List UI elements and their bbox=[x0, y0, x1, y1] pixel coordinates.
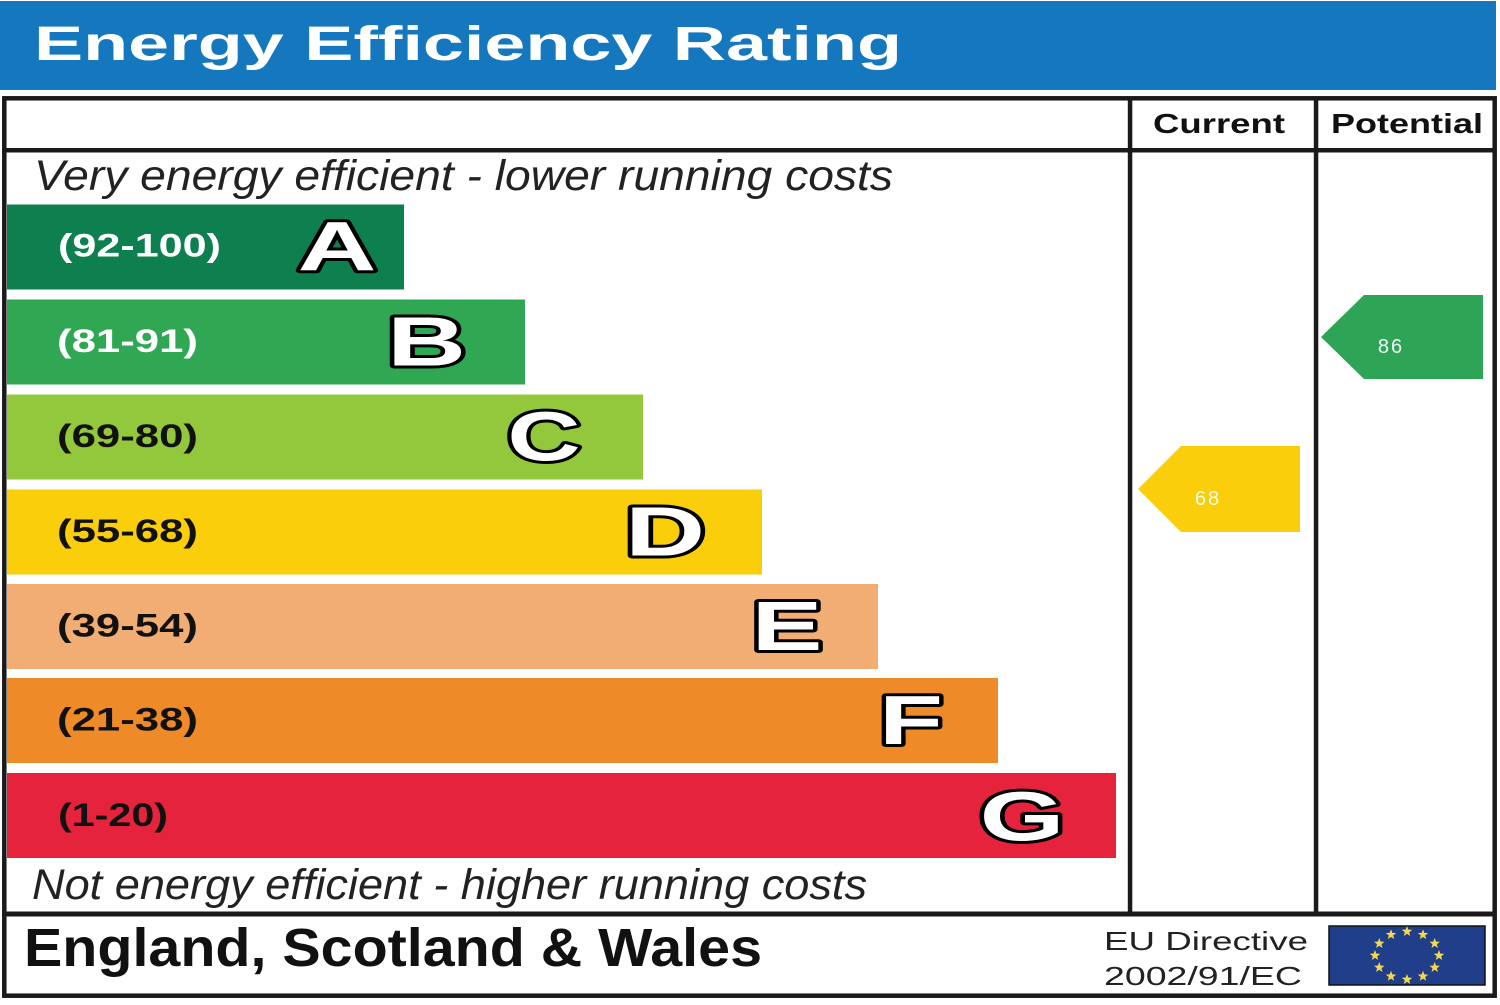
svg-text:D: D bbox=[625, 492, 705, 570]
svg-text:(92-100): (92-100) bbox=[58, 228, 221, 264]
svg-text:(55-68): (55-68) bbox=[57, 513, 198, 549]
svg-text:E: E bbox=[752, 588, 823, 666]
svg-text:C: C bbox=[507, 398, 580, 476]
svg-text:(21-38): (21-38) bbox=[57, 702, 198, 738]
svg-text:Very energy efficient - lower: Very energy efficient - lower running co… bbox=[34, 152, 893, 200]
svg-text:(39-54): (39-54) bbox=[57, 608, 198, 644]
svg-text:Potential: Potential bbox=[1331, 108, 1483, 139]
svg-text:(69-80): (69-80) bbox=[57, 418, 198, 454]
svg-text:68: 68 bbox=[1195, 488, 1221, 510]
svg-text:B: B bbox=[387, 303, 466, 381]
svg-text:2002/91/EC: 2002/91/EC bbox=[1104, 961, 1302, 991]
svg-text:(81-91): (81-91) bbox=[57, 323, 198, 359]
svg-text:EU Directive: EU Directive bbox=[1104, 926, 1308, 956]
svg-text:Not energy efficient - higher: Not energy efficient - higher running co… bbox=[32, 861, 867, 909]
svg-text:F: F bbox=[879, 681, 943, 759]
svg-text:86: 86 bbox=[1378, 336, 1404, 358]
svg-text:Energy Efficiency Rating: Energy Efficiency Rating bbox=[34, 18, 902, 71]
svg-text:(1-20): (1-20) bbox=[58, 797, 168, 833]
svg-text:England, Scotland & Wales: England, Scotland & Wales bbox=[24, 918, 762, 978]
svg-text:A: A bbox=[298, 208, 377, 286]
svg-text:Current: Current bbox=[1153, 108, 1285, 139]
svg-text:G: G bbox=[980, 778, 1065, 856]
